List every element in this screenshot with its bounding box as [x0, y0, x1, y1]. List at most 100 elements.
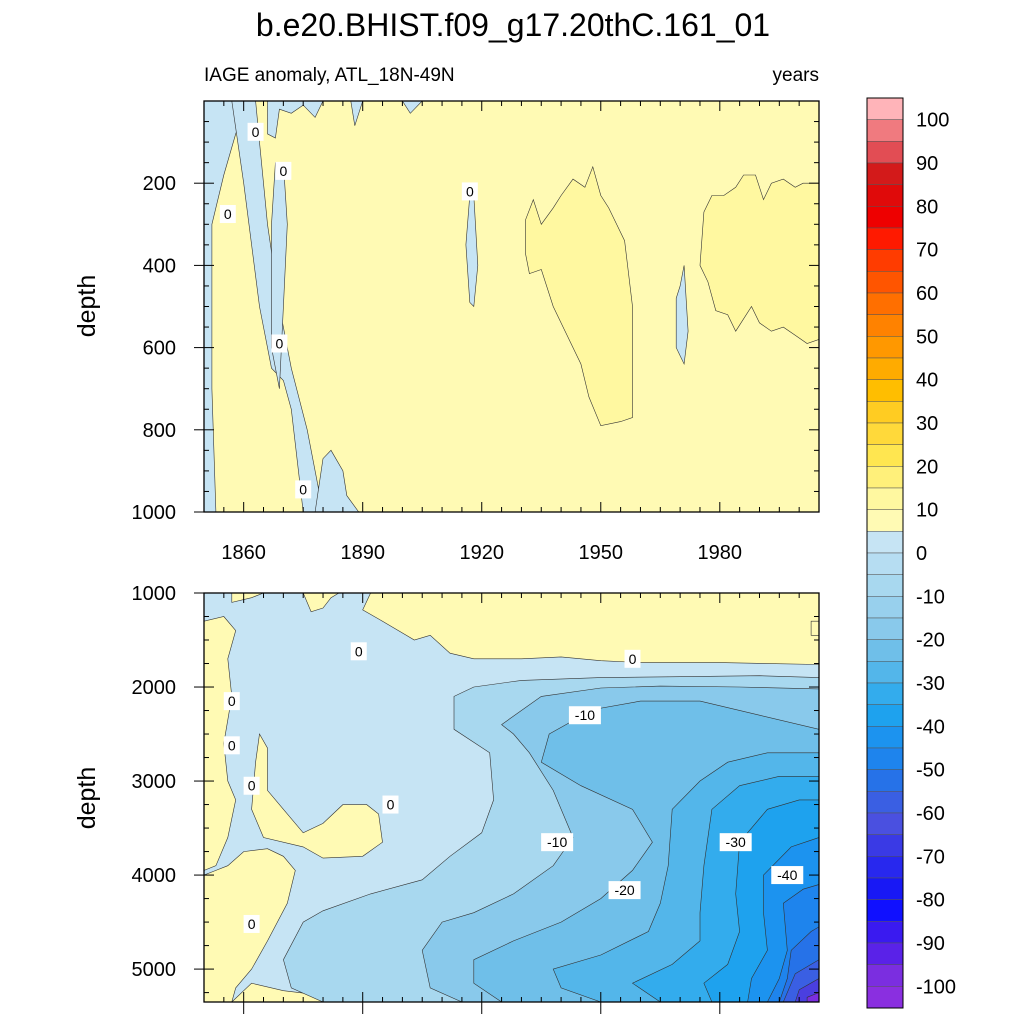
- contour-label-box: [219, 205, 236, 224]
- contour-label: 0: [228, 693, 236, 709]
- colorbar-swatch: [866, 531, 904, 554]
- colorbar-label: 80: [916, 196, 938, 218]
- x-tick-label: 1890: [340, 542, 385, 564]
- contour-label: -20: [614, 882, 634, 898]
- colorbar-swatch: [866, 661, 904, 684]
- contour-label-box: [350, 642, 367, 661]
- x-tick-label: 1980: [698, 542, 743, 564]
- contour-label: 0: [279, 163, 287, 179]
- colorbar-swatch: [866, 856, 904, 879]
- colorbar-swatch: [866, 271, 904, 294]
- colorbar-swatch: [866, 747, 904, 770]
- contour-label-box: [541, 833, 574, 852]
- colorbar-swatch: [866, 596, 904, 619]
- contour-label-box: [719, 833, 752, 852]
- y-axis-label: depth: [73, 275, 101, 338]
- colorbar-swatch: [866, 509, 904, 532]
- contour-label: 0: [252, 124, 260, 140]
- y-tick-label: 4000: [132, 865, 177, 887]
- y-tick-label: 1000: [132, 502, 177, 524]
- colorbar-swatch: [866, 552, 904, 575]
- colorbar-label: -90: [916, 933, 945, 955]
- colorbar-swatch: [866, 379, 904, 402]
- colorbar-frame: [866, 97, 904, 1009]
- colorbar-swatch: [866, 401, 904, 424]
- colorbar-label: -30: [916, 673, 945, 695]
- chart-subtitle-left: IAGE anomaly, ATL_18N-49N: [204, 65, 455, 86]
- colorbar-label: 70: [916, 240, 938, 262]
- colorbar-label: 50: [916, 326, 938, 348]
- colorbar-label: -60: [916, 803, 945, 825]
- contour-label: 0: [248, 778, 256, 794]
- y-axis-label: depth: [73, 767, 101, 830]
- contour-label: 0: [228, 737, 236, 753]
- y-tick-label: 3000: [132, 771, 177, 793]
- contour-label-box: [243, 776, 260, 795]
- contour-region: [806, 992, 819, 1002]
- colorbar-label: 40: [916, 370, 938, 392]
- colorbar-swatch: [866, 357, 904, 380]
- colorbar-swatch: [866, 249, 904, 272]
- contour-region: [675, 265, 689, 366]
- contour-label: 0: [224, 206, 232, 222]
- chart-title: b.e20.BHIST.f09_g17.20thC.161_01: [256, 7, 770, 43]
- contour-region: [810, 620, 819, 636]
- contour-label-box: [223, 692, 240, 711]
- colorbar-label: 30: [916, 413, 938, 435]
- contour-label-box: [223, 736, 240, 755]
- y-tick-label: 2000: [132, 677, 177, 699]
- contour-label-box: [382, 795, 399, 814]
- colorbar-swatch: [866, 487, 904, 510]
- colorbar-swatch: [866, 227, 904, 250]
- contour-label-box: [295, 480, 312, 499]
- y-tick-label: 600: [143, 338, 176, 360]
- contour-label: 0: [387, 797, 395, 813]
- colorbar-swatch: [866, 704, 904, 727]
- colorbar-swatch: [866, 942, 904, 965]
- contour-region: [699, 174, 819, 344]
- colorbar-swatch: [866, 617, 904, 640]
- contour-label: 0: [275, 335, 283, 351]
- colorbar-swatch: [866, 574, 904, 597]
- colorbar-swatch: [866, 791, 904, 814]
- contour-label-box: [771, 866, 804, 885]
- contour-label-box: [608, 881, 641, 900]
- colorbar-label: -40: [916, 716, 945, 738]
- colorbar: 1009080706050403020100-10-20-30-40-50-60…: [866, 97, 956, 1009]
- contour-label-box: [275, 161, 292, 180]
- colorbar-swatch: [866, 119, 904, 142]
- y-tick-label: 1000: [132, 583, 177, 605]
- upper-panel: 0 0 0 0 0 0 1860 1890 1920 1950 1980 200 400 600 800 10…: [73, 100, 820, 564]
- colorbar-swatch: [866, 336, 904, 359]
- colorbar-swatch: [866, 314, 904, 337]
- colorbar-label: -100: [916, 976, 956, 998]
- colorbar-label: -70: [916, 846, 945, 868]
- contour-region: [267, 101, 324, 139]
- x-tick-label: 1860: [221, 542, 266, 564]
- contour-label: -40: [777, 867, 797, 883]
- y-tick-label: 200: [143, 173, 176, 195]
- colorbar-swatch: [866, 899, 904, 922]
- contour-region: [402, 101, 423, 114]
- colorbar-label: -20: [916, 630, 945, 652]
- x-tick-label: 1920: [459, 542, 504, 564]
- plot-frame: [203, 592, 820, 1003]
- colorbar-label: -50: [916, 760, 945, 782]
- y-tick-label: 800: [143, 420, 176, 442]
- colorbar-swatch: [866, 986, 904, 1009]
- contour-region: [251, 733, 383, 859]
- colorbar-swatch: [866, 292, 904, 315]
- colorbar-label: 100: [916, 110, 949, 132]
- contour-label: 0: [466, 183, 474, 199]
- colorbar-swatch: [866, 834, 904, 857]
- colorbar-label: 0: [916, 543, 927, 565]
- contour-label-box: [461, 182, 478, 201]
- colorbar-label: 90: [916, 153, 938, 175]
- contour-label-box: [271, 334, 288, 353]
- colorbar-swatch: [866, 682, 904, 705]
- contour-label: 0: [629, 651, 637, 667]
- colorbar-swatch: [866, 639, 904, 662]
- contour-label-box: [568, 706, 601, 725]
- colorbar-swatch: [866, 97, 904, 120]
